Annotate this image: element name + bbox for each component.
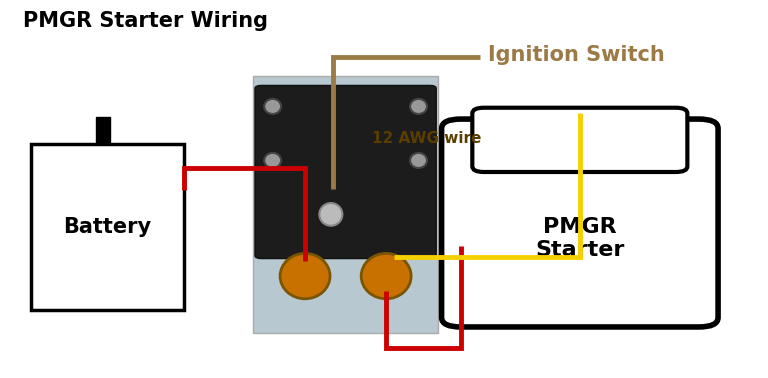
Text: Battery: Battery (64, 217, 151, 237)
Ellipse shape (410, 99, 427, 114)
Ellipse shape (264, 99, 281, 114)
Text: PMGR
Starter: PMGR Starter (535, 217, 624, 260)
Bar (96, 117, 110, 142)
FancyBboxPatch shape (31, 144, 184, 310)
Ellipse shape (319, 203, 343, 226)
FancyBboxPatch shape (255, 85, 436, 259)
Ellipse shape (280, 253, 330, 299)
Ellipse shape (361, 253, 411, 299)
FancyBboxPatch shape (472, 108, 687, 172)
Ellipse shape (264, 153, 281, 168)
FancyBboxPatch shape (442, 119, 718, 327)
Text: Ignition Switch: Ignition Switch (488, 45, 664, 65)
FancyBboxPatch shape (253, 76, 438, 333)
Ellipse shape (410, 153, 427, 168)
Text: PMGR Starter Wiring: PMGR Starter Wiring (23, 11, 268, 31)
Text: 12 AWG wire: 12 AWG wire (372, 130, 482, 146)
